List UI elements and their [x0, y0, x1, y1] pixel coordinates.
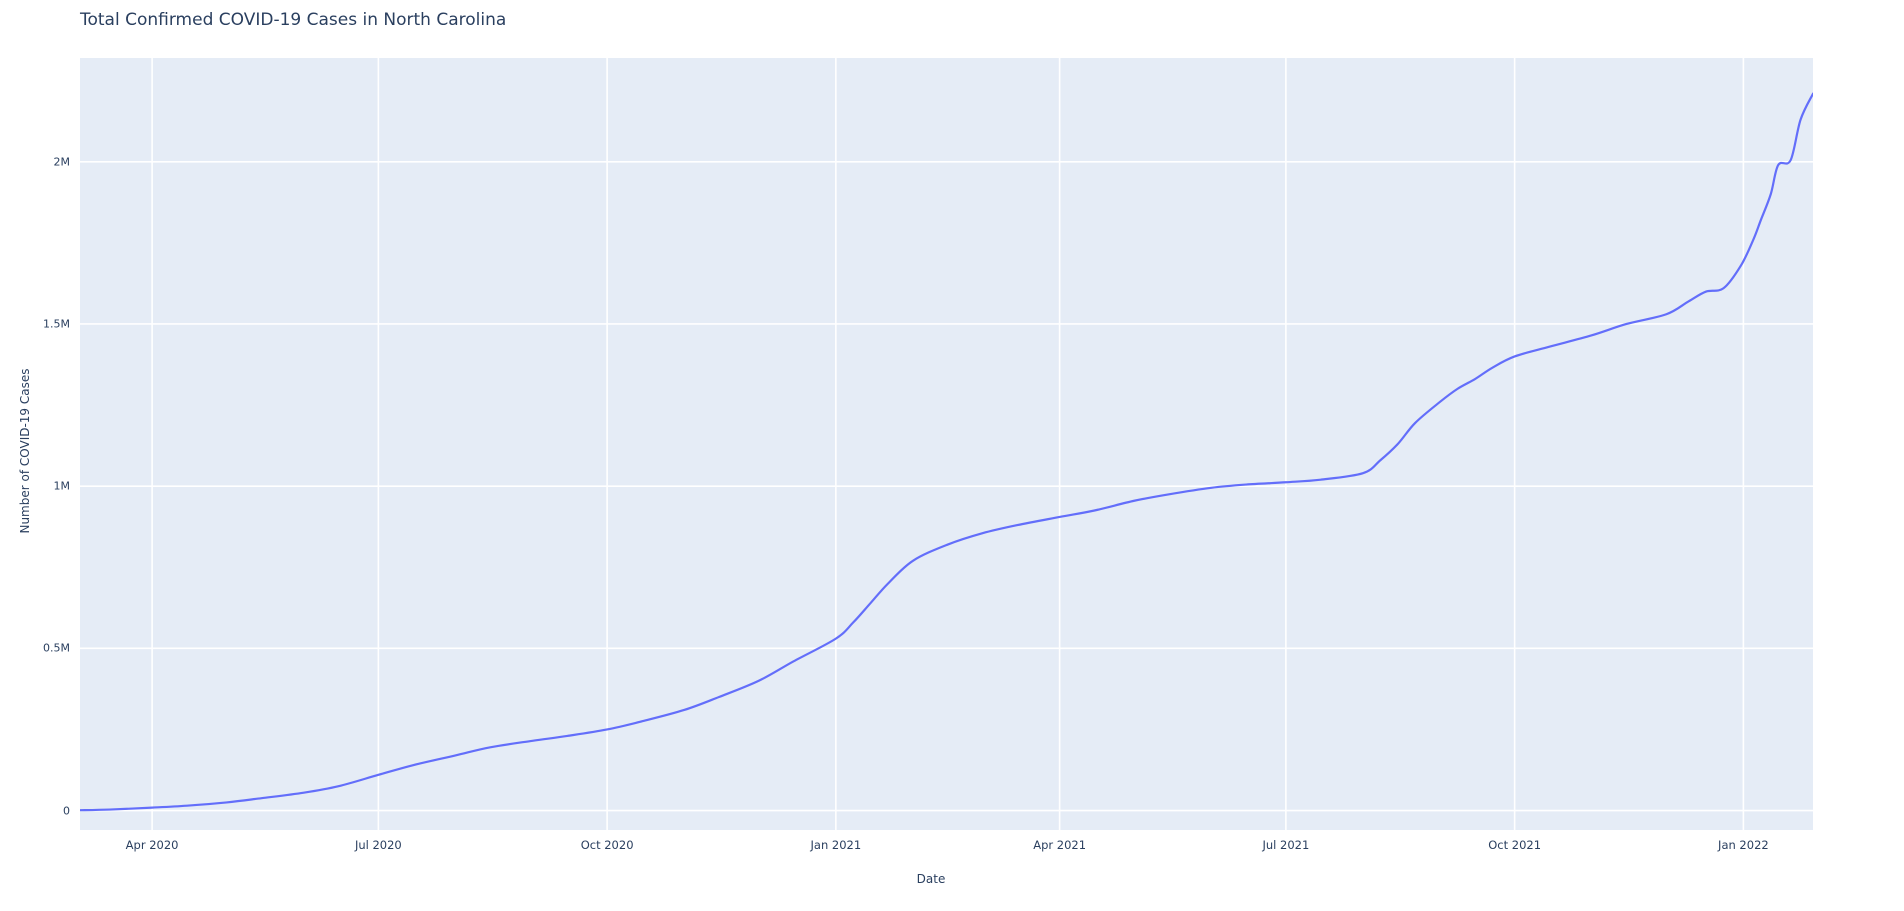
- case-count-line: [80, 92, 1813, 812]
- y-tick-label: 1.5M: [43, 317, 70, 331]
- y-gridlines: [80, 160, 1813, 812]
- x-gridlines: [151, 58, 1745, 830]
- x-axis-title: Date: [0, 872, 1904, 886]
- x-tick-label: Jul 2020: [354, 838, 402, 852]
- x-tick-label: Jul 2021: [1262, 838, 1310, 852]
- y-tick-label: 1M: [53, 479, 71, 493]
- x-tick-label: Oct 2021: [1488, 838, 1542, 852]
- plot-canvas: [80, 58, 1813, 830]
- x-tick-label: Jan 2022: [1718, 838, 1769, 852]
- x-axis-title-label: Date: [916, 872, 946, 886]
- x-tick-label: Apr 2021: [1033, 838, 1087, 852]
- plot-area: [80, 58, 1813, 830]
- chart-title: Total Confirmed COVID-19 Cases in North …: [80, 10, 507, 30]
- y-tick-label: 0.5M: [43, 641, 70, 655]
- x-tick-label: Oct 2020: [580, 838, 634, 852]
- y-tick-label: 0: [63, 804, 70, 818]
- x-tick-label: Jan 2021: [810, 838, 862, 852]
- y-axis-title: Number of COVID-19 Cases: [18, 368, 32, 534]
- x-tick-label: Apr 2020: [125, 838, 179, 852]
- y-tick-label: 2M: [53, 155, 71, 169]
